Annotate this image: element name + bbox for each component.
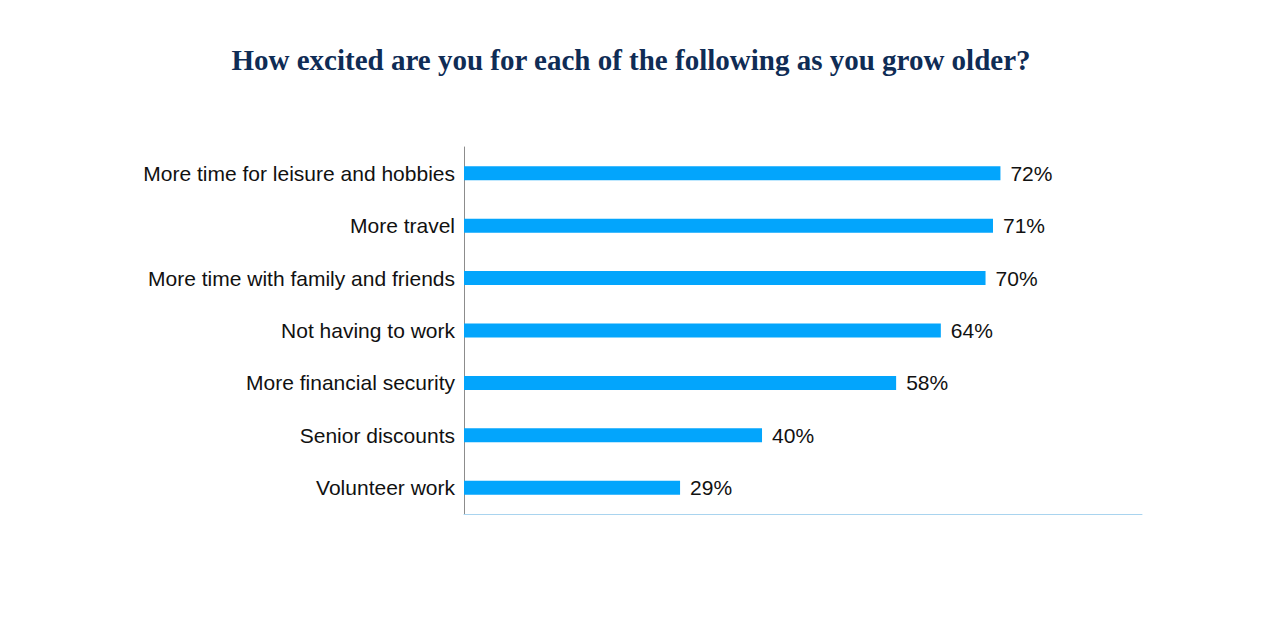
svg-text:Not having to work: Not having to work (281, 319, 455, 342)
svg-text:40%: 40% (772, 424, 814, 447)
svg-text:Volunteer work: Volunteer work (316, 476, 455, 499)
svg-text:71%: 71% (1003, 214, 1045, 237)
svg-text:Senior discounts: Senior discounts (300, 424, 455, 447)
svg-text:72%: 72% (1010, 162, 1052, 185)
svg-text:More time for leisure and hobb: More time for leisure and hobbies (143, 162, 455, 185)
svg-text:How excited are you for each o: How excited are you for each of the foll… (231, 44, 1030, 76)
svg-text:More financial security: More financial security (246, 371, 455, 394)
svg-text:More travel: More travel (350, 214, 455, 237)
svg-text:70%: 70% (996, 267, 1038, 290)
svg-text:58%: 58% (906, 371, 948, 394)
svg-text:64%: 64% (951, 319, 993, 342)
svg-text:29%: 29% (690, 476, 732, 499)
svg-text:More time with family and frie: More time with family and friends (148, 267, 455, 290)
